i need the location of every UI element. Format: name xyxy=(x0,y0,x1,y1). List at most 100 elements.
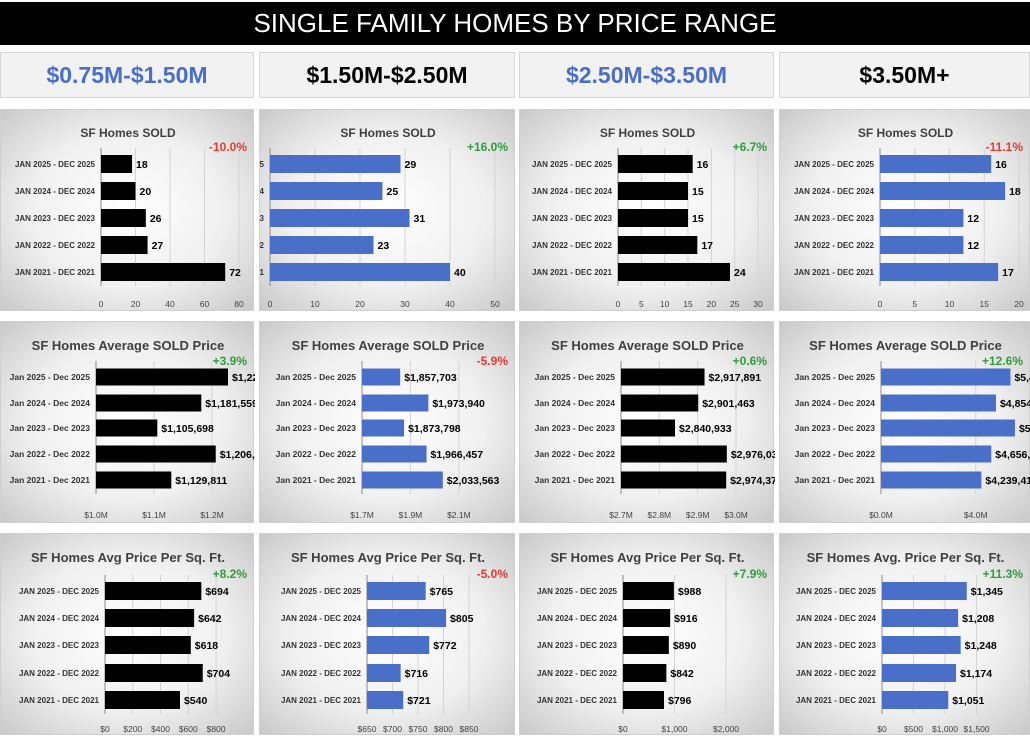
chart-svg: SF Homes SOLD +16.0% JAN 2025 - DEC 2025 29… xyxy=(260,126,508,309)
bar xyxy=(623,664,667,682)
change-percent: +0.6% xyxy=(733,354,768,368)
bar xyxy=(880,209,964,227)
chart-title: SF Homes Average SOLD Price xyxy=(292,338,485,353)
bar xyxy=(96,471,172,489)
bar xyxy=(618,236,698,254)
category-label: JAN 2021 - DEC 2021 xyxy=(532,268,613,277)
page-title: SINGLE FAMILY HOMES BY PRICE RANGE xyxy=(0,2,1030,45)
category-label: JAN 2025 - DEC 2025 xyxy=(281,587,362,596)
bar xyxy=(105,691,180,709)
tick-label: 15 xyxy=(980,299,990,309)
category-label: JAN 2025 - DEC 2025 xyxy=(19,587,100,596)
tick-label: $2.9M xyxy=(686,510,710,520)
chart-title: SF Homes Average SOLD Price xyxy=(32,338,225,353)
bar xyxy=(880,236,964,254)
bar xyxy=(105,582,202,600)
tick-label: $1,000 xyxy=(662,724,688,734)
bar xyxy=(621,445,727,463)
bar xyxy=(270,155,401,173)
change-percent: -10.0% xyxy=(209,140,247,154)
tick-label: 80 xyxy=(234,299,244,309)
data-label: 25 xyxy=(387,186,399,198)
tick-label: 10 xyxy=(310,299,320,309)
tick-label: $0 xyxy=(618,724,628,734)
data-label: 16 xyxy=(697,159,709,171)
tick-label: 10 xyxy=(660,299,670,309)
tick-label: $2.7M xyxy=(609,510,633,520)
bar xyxy=(362,368,401,386)
category-label: JAN 2024 - DEC 2024 xyxy=(796,614,877,623)
chart-svg: SF Homes Avg Price Per Sq. Ft. +7.9% JAN 2… xyxy=(537,550,767,734)
category-label: JAN 2021 - DEC 2021 xyxy=(796,696,877,705)
tick-label: 20 xyxy=(131,299,141,309)
category-label: Jan 2024 - Dec 2024 xyxy=(795,398,876,408)
tick-label: 60 xyxy=(200,299,210,309)
bar xyxy=(105,664,203,682)
tick-label: 15 xyxy=(683,299,693,309)
data-label: $2,917,891 xyxy=(709,372,762,384)
chart-panel: SF Homes SOLD +6.7% JAN 2025 - DEC 2025 16 J… xyxy=(519,109,774,311)
chart-svg: SF Homes SOLD +6.7% JAN 2025 - DEC 2025 16 J… xyxy=(532,126,767,309)
category-label: JAN 2024 - DEC 2024 xyxy=(532,187,613,196)
category-label: JAN 2025 - DEC 2025 xyxy=(260,160,265,169)
data-label: $916 xyxy=(674,613,698,625)
data-label: 15 xyxy=(692,186,704,198)
data-label: $716 xyxy=(405,668,429,680)
data-label: 18 xyxy=(136,159,148,171)
bar xyxy=(880,155,992,173)
data-label: $5,466,297 xyxy=(1014,372,1030,384)
tick-label: $850 xyxy=(460,724,479,734)
data-label: $540 xyxy=(184,695,208,707)
category-label: Jan 2022 - Dec 2022 xyxy=(10,449,91,459)
tick-label: $200 xyxy=(123,724,142,734)
tick-label: 0 xyxy=(268,299,273,309)
data-label: $1,966,457 xyxy=(431,449,484,461)
category-label: JAN 2023 - DEC 2023 xyxy=(794,214,875,223)
category-label: JAN 2021 - DEC 2021 xyxy=(281,696,362,705)
category-label: JAN 2023 - DEC 2023 xyxy=(281,641,362,650)
category-label: Jan 2023 - Dec 2023 xyxy=(535,423,616,433)
category-label: Jan 2023 - Dec 2023 xyxy=(795,423,876,433)
change-percent: +12.6% xyxy=(982,354,1023,368)
tick-label: 40 xyxy=(165,299,175,309)
tick-label: $1,500 xyxy=(964,724,990,734)
category-label: JAN 2022 - DEC 2022 xyxy=(260,241,265,250)
chart-svg: SF Homes Average SOLD Price+12.6% Jan 202… xyxy=(795,338,1030,520)
bar xyxy=(96,445,216,463)
chart-svg: SF Homes Average SOLD Price-5.9% Jan 2025… xyxy=(276,338,509,520)
data-label: $5,655,297 xyxy=(1019,423,1030,435)
data-label: $1,051 xyxy=(952,695,984,707)
category-label: JAN 2021 - DEC 2021 xyxy=(537,696,618,705)
category-label: JAN 2025 - DEC 2025 xyxy=(796,587,877,596)
data-label: 24 xyxy=(734,267,746,279)
tick-label: $0 xyxy=(877,724,887,734)
bar xyxy=(101,182,136,200)
bar xyxy=(270,236,374,254)
data-label: 17 xyxy=(1002,267,1014,279)
chart-svg: SF Homes Average SOLD Price+3.9% Jan 2025… xyxy=(10,338,255,520)
bar xyxy=(621,394,699,412)
range-header-3: $2.50M-$3.50M xyxy=(519,52,774,98)
category-label: Jan 2025 - Dec 2025 xyxy=(795,372,876,382)
bar xyxy=(881,419,1015,437)
category-label: JAN 2024 - DEC 2024 xyxy=(260,187,265,196)
data-label: $1,181,559 xyxy=(205,398,255,410)
data-label: $1,857,703 xyxy=(404,372,457,384)
category-label: JAN 2024 - DEC 2024 xyxy=(19,614,100,623)
category-label: Jan 2021 - Dec 2021 xyxy=(795,475,876,485)
bar xyxy=(623,691,664,709)
tick-label: 5 xyxy=(912,299,917,309)
category-label: Jan 2022 - Dec 2022 xyxy=(276,449,357,459)
bar xyxy=(362,471,443,489)
data-label: $1,206,413 xyxy=(220,449,255,461)
chart-title: SF Homes Avg. Price Per Sq. Ft. xyxy=(807,550,1005,565)
change-percent: +8.2% xyxy=(213,567,248,581)
category-label: JAN 2024 - DEC 2024 xyxy=(537,614,618,623)
bar xyxy=(105,609,195,627)
tick-label: $2,000 xyxy=(713,724,739,734)
chart-title: SF Homes SOLD xyxy=(600,126,696,140)
chart-title: SF Homes SOLD xyxy=(340,126,436,140)
data-label: $765 xyxy=(430,586,454,598)
chart-title: SF Homes Average SOLD Price xyxy=(551,338,744,353)
data-label: $4,656,767 xyxy=(995,449,1030,461)
